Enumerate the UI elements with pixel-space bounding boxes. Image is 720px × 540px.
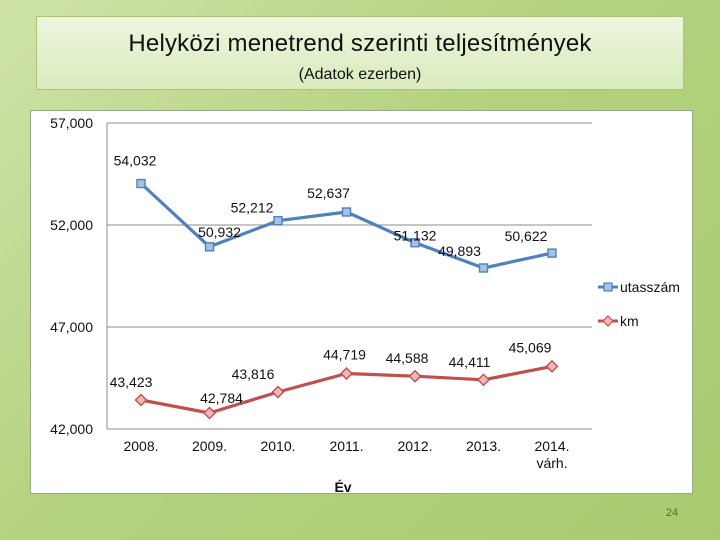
data-point — [204, 242, 215, 252]
page-number: 24 — [665, 507, 679, 519]
legend-marker — [602, 315, 614, 327]
data-label: 52,637 — [307, 185, 350, 201]
data-label: 44,588 — [386, 350, 429, 366]
data-point — [545, 359, 559, 373]
data-label: 50,932 — [198, 224, 241, 240]
data-point — [273, 215, 283, 226]
data-label: 54,032 — [114, 153, 157, 169]
data-label: 44,411 — [449, 354, 491, 370]
slide-title: Helyközi menetrend szerinti teljesítmény… — [128, 30, 592, 57]
data-point — [478, 263, 489, 273]
title-box: Helyközi menetrend szerinti teljesítmény… — [36, 16, 684, 90]
data-label: 51,132 — [394, 228, 437, 244]
data-label: 50,622 — [505, 228, 548, 244]
data-point — [477, 373, 490, 387]
legend-label: km — [620, 313, 639, 329]
data-point — [271, 385, 285, 399]
x-tick-label: 2008. — [123, 438, 158, 454]
data-point — [136, 178, 146, 189]
x-axis-title: Év — [334, 479, 351, 495]
data-point — [408, 369, 422, 383]
data-label: 44,719 — [323, 347, 366, 363]
x-tick-label: 2014. — [534, 438, 569, 454]
x-tick-label: 2010. — [260, 438, 295, 454]
x-tick-label: 2009. — [192, 438, 227, 454]
data-label: 43,423 — [110, 374, 153, 390]
data-label: 52,212 — [231, 200, 274, 216]
x-tick-label: 2012. — [397, 438, 432, 454]
data-point — [341, 207, 352, 217]
data-point — [340, 367, 353, 381]
data-point — [547, 248, 557, 258]
data-label: 42,784 — [200, 390, 243, 406]
data-label: 49,893 — [438, 243, 481, 259]
legend-marker — [603, 282, 613, 292]
data-point — [134, 393, 148, 407]
y-tick-label: 42,000 — [50, 421, 93, 437]
data-point — [410, 238, 420, 248]
data-point — [203, 406, 216, 420]
x-tick-label: várh. — [536, 455, 567, 471]
slide-subtitle: (Adatok ezerben) — [298, 66, 422, 83]
legend-label: utasszám — [620, 279, 680, 295]
line-chart: 42,000 47,000 52,000 57,000 2008. 2009. 2010. 2… — [50, 115, 680, 495]
x-tick-label: 2013. — [466, 438, 501, 454]
y-tick-label: 52,000 — [50, 217, 93, 233]
data-label: 43,816 — [232, 366, 275, 382]
chart-area: 42,000 47,000 52,000 57,000 2008. 2009. 2010. 2… — [30, 110, 693, 495]
data-label: 45,069 — [509, 339, 552, 355]
x-tick-label: 2011. — [330, 438, 364, 454]
y-tick-label: 47,000 — [50, 319, 93, 335]
y-tick-label: 57,000 — [50, 115, 93, 131]
